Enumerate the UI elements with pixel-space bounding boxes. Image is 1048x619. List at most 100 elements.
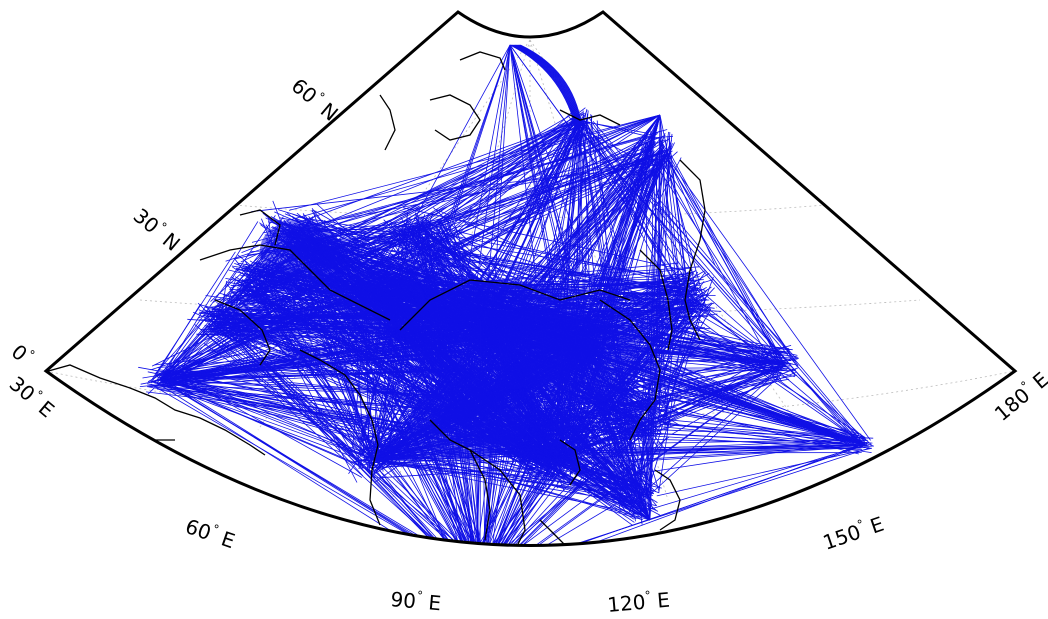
coastline <box>599 299 661 441</box>
route-line <box>479 464 567 546</box>
route-arc <box>517 44 580 126</box>
coastline <box>559 439 581 486</box>
route-line <box>485 459 556 546</box>
route-line <box>473 578 483 587</box>
route-line <box>159 379 624 492</box>
route-line <box>479 441 868 546</box>
route-line <box>695 317 866 446</box>
route-line <box>244 259 376 461</box>
route-line <box>789 364 866 446</box>
map-frame <box>43 10 1018 547</box>
route-line <box>669 152 786 366</box>
route-line <box>694 299 703 306</box>
route-line <box>159 287 370 381</box>
route-arc <box>516 44 580 126</box>
route-line <box>480 585 486 587</box>
route-arc <box>511 44 577 126</box>
route-line <box>216 322 376 461</box>
route-line <box>237 254 257 271</box>
route-line <box>649 142 654 521</box>
route-line <box>509 44 580 332</box>
route-line <box>653 308 712 413</box>
route-line <box>639 435 644 442</box>
route-line <box>393 114 661 231</box>
route-line <box>784 364 872 446</box>
route-line <box>217 321 361 444</box>
coastline <box>399 279 631 331</box>
route-line <box>199 119 581 338</box>
route-line <box>291 119 581 226</box>
coastline <box>539 519 621 546</box>
coastline <box>199 244 391 321</box>
route-arc <box>512 44 577 126</box>
longitude-label-120-hemisphere: E <box>656 588 671 613</box>
route-line <box>225 215 276 288</box>
longitude-label-30: 30 ° E <box>5 371 59 422</box>
coastline <box>429 94 481 141</box>
route-line <box>159 122 577 381</box>
coastline <box>299 349 381 526</box>
route-line <box>372 44 511 297</box>
coastline <box>639 249 673 351</box>
route-line <box>400 230 786 366</box>
route-line <box>472 447 871 546</box>
route-line <box>579 119 643 517</box>
route-line <box>152 381 380 468</box>
route-line <box>295 136 645 230</box>
route-line <box>211 334 376 461</box>
coastline <box>654 469 681 531</box>
coastline <box>239 209 281 246</box>
route-line <box>696 287 796 374</box>
route-line <box>470 459 556 546</box>
route-line <box>366 44 511 455</box>
longitude-label-90-degree: ° <box>416 588 423 602</box>
route-line <box>159 141 651 381</box>
route-line <box>579 119 585 317</box>
route-line <box>458 433 866 446</box>
route-line <box>473 469 560 546</box>
coastline <box>459 51 506 71</box>
route-line <box>527 364 786 471</box>
route-density <box>520 315 640 405</box>
route-line <box>661 151 798 368</box>
route-line <box>515 119 581 315</box>
longitude-label-60-degree: ° <box>211 522 221 537</box>
route-line <box>645 485 651 521</box>
route-line <box>242 280 481 546</box>
route-arc <box>513 44 578 126</box>
route-line <box>632 444 866 515</box>
route-line <box>370 44 511 474</box>
route-line <box>154 381 476 546</box>
route-line <box>579 119 693 315</box>
route-line <box>368 44 511 465</box>
longitude-label-150-degree: ° <box>855 517 865 532</box>
route-line <box>212 331 561 481</box>
route-line <box>159 242 281 381</box>
route-line <box>316 114 661 250</box>
route-line <box>160 134 585 383</box>
coastline <box>559 109 621 126</box>
route-arc <box>520 44 582 126</box>
route-arc <box>509 44 576 126</box>
longitude-label-120: 120 ° E <box>606 588 671 617</box>
route-line <box>479 480 522 546</box>
route-line <box>266 247 473 546</box>
route-line <box>294 236 481 546</box>
route-line <box>631 364 786 406</box>
route-line <box>159 291 354 381</box>
route-line <box>243 281 376 461</box>
route-line <box>159 379 461 393</box>
route-arc <box>518 44 581 126</box>
route-line <box>579 119 678 301</box>
route-line <box>556 114 661 328</box>
route-arc <box>510 44 576 126</box>
route-line <box>479 317 686 546</box>
route-line <box>365 456 376 461</box>
longitude-label-150: 150 ° E <box>820 512 887 555</box>
route-line <box>223 322 648 437</box>
coastline <box>46 364 266 456</box>
route-line <box>649 160 665 521</box>
route-line <box>159 123 585 381</box>
route-line <box>640 507 651 521</box>
